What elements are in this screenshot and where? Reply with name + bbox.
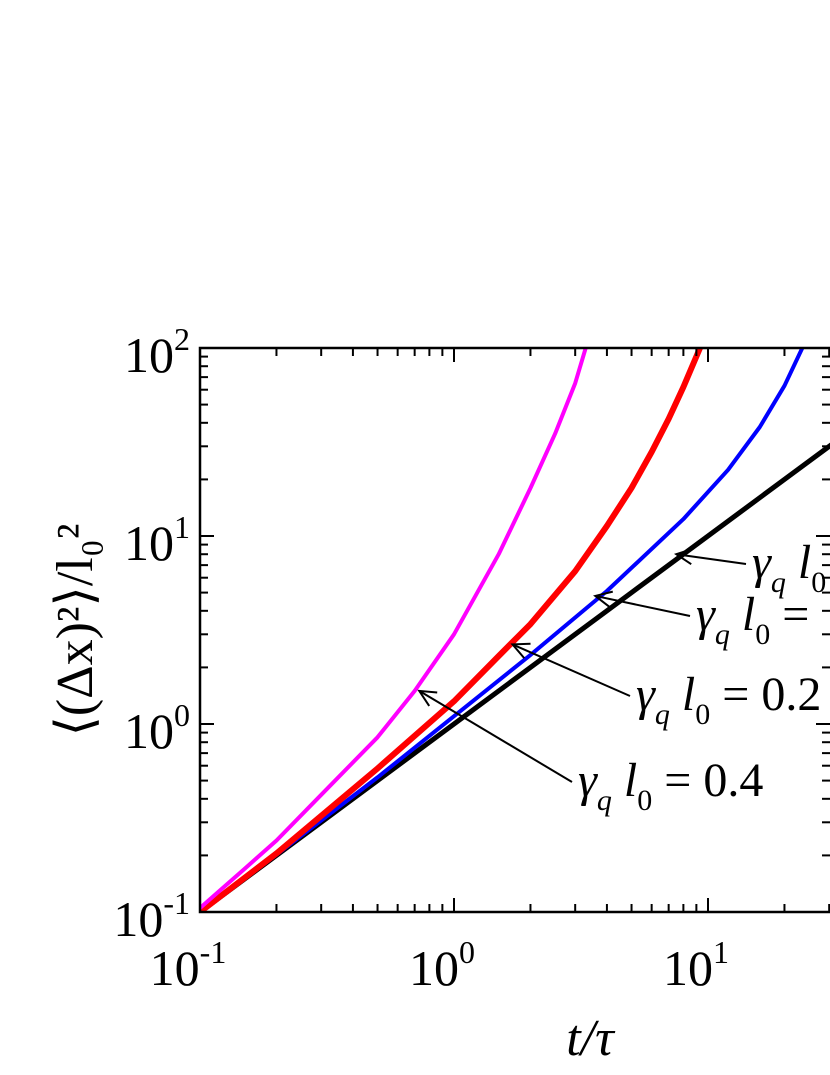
y-tick-label: 10-1 (113, 885, 190, 947)
annotation-label: γq l0 = (696, 588, 809, 651)
annotation-label: γq l0 (752, 536, 826, 599)
plot-frame (198, 346, 830, 914)
annotation-arrow-line (595, 594, 691, 617)
y-tick-label: 102 (124, 321, 190, 383)
series-line-1 (200, 348, 805, 912)
tick-layer: 10-1 100 101 10-1 100 101 102 (113, 321, 830, 996)
annotation-arrow-head (417, 689, 438, 707)
x-tick-label: 101 (663, 934, 729, 996)
y-tick-label: 100 (124, 697, 190, 759)
annotation-arrow-head (593, 590, 614, 608)
series-layer (200, 348, 830, 912)
annotation-arrow-head (510, 642, 531, 659)
annotation-arrow-line (512, 643, 631, 697)
y-axis-label: ⟨(Δx)²⟩/l₀² (47, 524, 104, 737)
y-tick-label: 101 (124, 509, 190, 571)
x-axis-label: t/τ (566, 1010, 616, 1067)
series-line-2 (200, 348, 703, 912)
annotation-label: γq l0 = 0.2 (636, 668, 821, 731)
series-line-3 (200, 348, 588, 910)
x-tick-label: 10-1 (150, 934, 227, 996)
x-tick-label: 100 (409, 934, 475, 996)
annotation-arrow-line (676, 553, 747, 565)
annotation-arrow-head (673, 547, 694, 566)
annotation-label: γq l0 = 0.4 (578, 754, 763, 817)
annotation-arrow-line (418, 690, 573, 783)
